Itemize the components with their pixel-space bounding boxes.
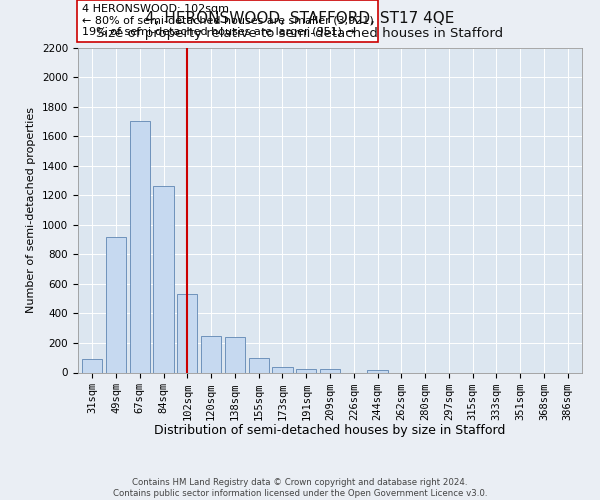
Bar <box>225 337 245 372</box>
Text: Size of property relative to semi-detached houses in Stafford: Size of property relative to semi-detach… <box>97 28 503 40</box>
Bar <box>367 370 388 372</box>
Bar <box>154 186 173 372</box>
Bar <box>320 369 340 372</box>
Bar <box>272 366 293 372</box>
Text: Contains HM Land Registry data © Crown copyright and database right 2024.
Contai: Contains HM Land Registry data © Crown c… <box>113 478 487 498</box>
Bar <box>296 369 316 372</box>
Bar <box>248 358 269 372</box>
X-axis label: Distribution of semi-detached houses by size in Stafford: Distribution of semi-detached houses by … <box>154 424 506 437</box>
Y-axis label: Number of semi-detached properties: Number of semi-detached properties <box>26 107 37 313</box>
Text: 4, HERONSWOOD, STAFFORD, ST17 4QE: 4, HERONSWOOD, STAFFORD, ST17 4QE <box>145 11 455 26</box>
Bar <box>106 236 126 372</box>
Text: 4 HERONSWOOD: 102sqm
← 80% of semi-detached houses are smaller (3,921)
19% of se: 4 HERONSWOOD: 102sqm ← 80% of semi-detac… <box>82 4 373 37</box>
Bar <box>130 122 150 372</box>
Bar <box>82 359 103 372</box>
Bar <box>177 294 197 372</box>
Bar <box>201 336 221 372</box>
